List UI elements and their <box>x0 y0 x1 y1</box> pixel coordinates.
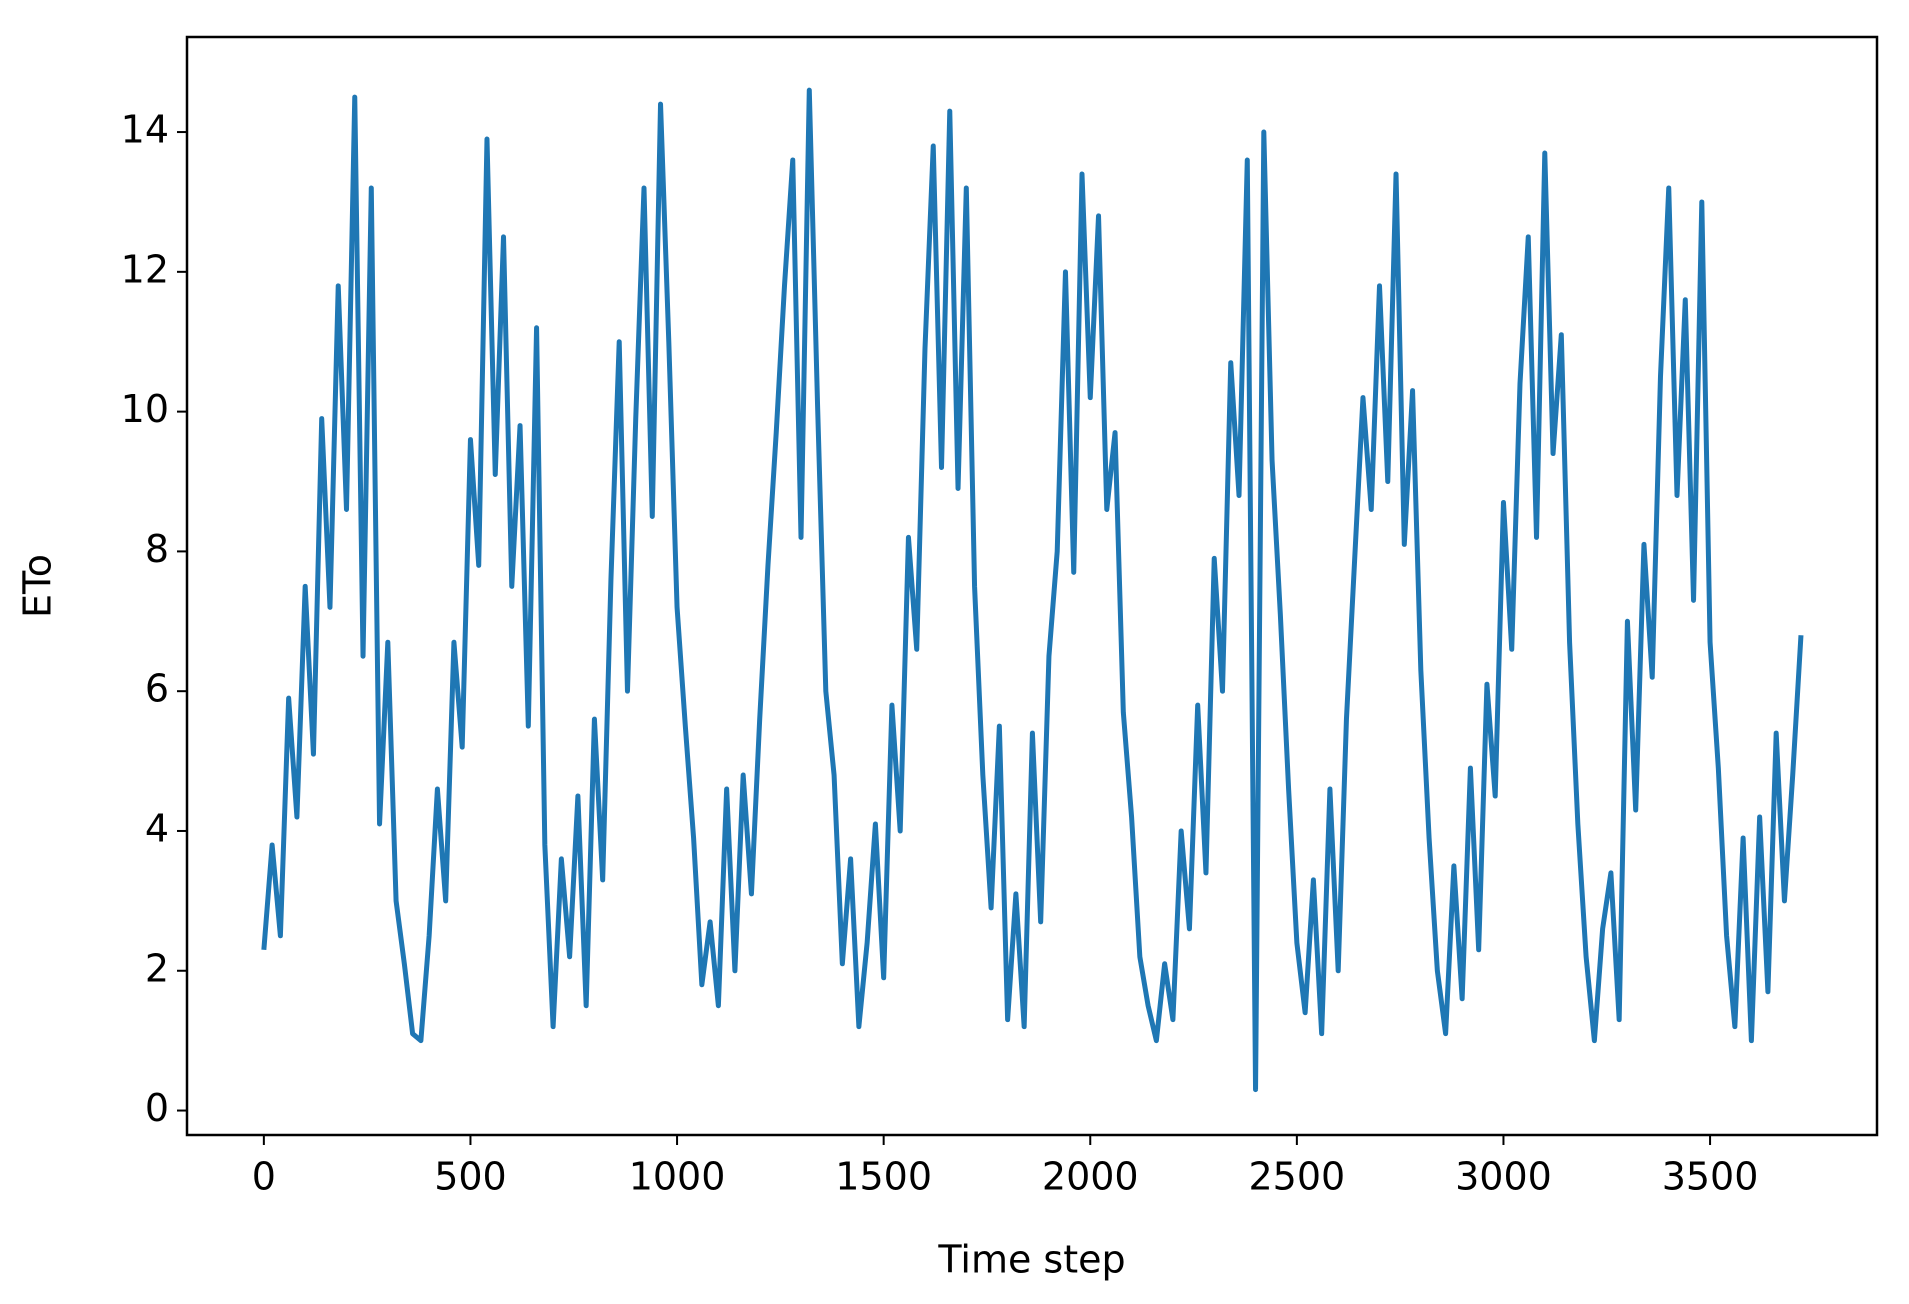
x-tick-label: 2000 <box>1042 1155 1139 1199</box>
y-tick-label: 0 <box>145 1086 169 1130</box>
y-tick-label: 14 <box>121 108 169 152</box>
y-tick-label: 2 <box>145 946 169 990</box>
data-line <box>261 87 1804 1093</box>
y-tick-label: 6 <box>145 667 169 711</box>
y-tick-label: 8 <box>145 527 169 571</box>
plot-frame <box>185 35 1879 1137</box>
y-tick-label: 4 <box>145 806 169 850</box>
x-tick-label: 1000 <box>629 1155 726 1199</box>
y-axis-label: ETo <box>16 554 60 618</box>
x-tick-label: 1500 <box>835 1155 932 1199</box>
x-tick-label: 3500 <box>1662 1155 1759 1199</box>
y-tick-label: 10 <box>121 387 169 431</box>
x-tick-label: 500 <box>434 1155 507 1199</box>
y-tick-label: 12 <box>121 247 169 291</box>
x-tick-label: 2500 <box>1249 1155 1346 1199</box>
x-tick-label: 3000 <box>1455 1155 1552 1199</box>
x-axis-label: Time step <box>937 1238 1125 1282</box>
x-tick-label: 0 <box>252 1155 276 1199</box>
